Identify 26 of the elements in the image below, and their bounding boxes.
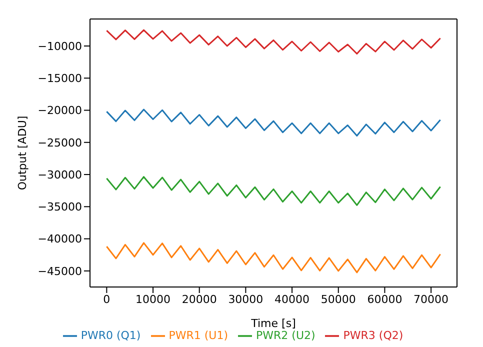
y-tick-label: −30000 — [38, 168, 82, 182]
x-tick-label: 40000 — [274, 292, 310, 306]
x-tick-label: 50000 — [320, 292, 356, 306]
y-tick-label: −35000 — [38, 200, 82, 214]
legend-label: PWR1 (U1) — [168, 329, 228, 342]
y-tick-label: −10000 — [38, 40, 82, 53]
x-tick-label: 20000 — [182, 292, 217, 306]
y-tick-label: −40000 — [38, 232, 82, 246]
line-series — [106, 108, 442, 137]
legend-label: PWR3 (Q2) — [343, 329, 404, 342]
x-tick-label: 70000 — [414, 292, 449, 306]
x-tick-label: 10000 — [136, 292, 171, 306]
y-tick-label: −20000 — [38, 104, 82, 118]
legend-label: PWR2 (U2) — [256, 329, 316, 342]
x-tick-label: 0 — [103, 292, 110, 306]
y-tick-label: −15000 — [38, 72, 82, 86]
legend-label: PWR0 (Q1) — [80, 329, 141, 342]
line-series — [106, 29, 442, 55]
x-tick-label: 30000 — [228, 292, 264, 306]
y-tick-label: −25000 — [38, 136, 82, 150]
y-tick-label: −45000 — [38, 264, 82, 278]
line-series — [106, 242, 442, 274]
x-axis-title: Time [s] — [250, 317, 296, 330]
y-axis-title: Output [ADU] — [16, 116, 29, 190]
x-tick-label: 60000 — [367, 292, 402, 306]
line-series — [106, 176, 442, 206]
